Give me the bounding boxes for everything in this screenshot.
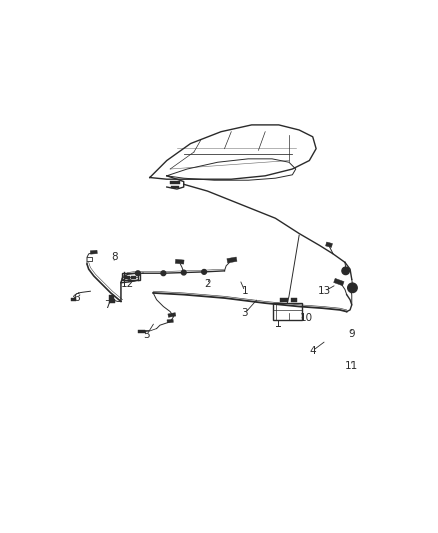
Text: 7: 7: [104, 300, 111, 310]
Polygon shape: [167, 319, 173, 323]
Polygon shape: [131, 276, 136, 279]
Polygon shape: [71, 297, 76, 301]
Text: 13: 13: [318, 286, 331, 296]
Polygon shape: [125, 276, 130, 279]
Bar: [273, 303, 302, 320]
Circle shape: [202, 270, 206, 274]
Polygon shape: [90, 250, 97, 254]
Text: 1: 1: [241, 286, 248, 296]
Polygon shape: [138, 330, 145, 334]
Polygon shape: [171, 185, 180, 188]
Circle shape: [348, 283, 357, 293]
Polygon shape: [325, 242, 332, 247]
Text: 5: 5: [143, 330, 150, 341]
Bar: [122, 273, 141, 280]
Text: 11: 11: [345, 361, 358, 371]
Polygon shape: [291, 298, 297, 302]
Circle shape: [181, 270, 186, 275]
Text: 4: 4: [309, 345, 316, 356]
Text: 8: 8: [111, 252, 117, 262]
Polygon shape: [109, 295, 114, 298]
Text: 2: 2: [204, 279, 211, 289]
Polygon shape: [175, 259, 184, 264]
Circle shape: [342, 267, 350, 274]
Polygon shape: [168, 313, 176, 317]
Circle shape: [135, 271, 140, 276]
Polygon shape: [279, 298, 288, 302]
Text: 3: 3: [241, 308, 248, 318]
Polygon shape: [227, 257, 237, 263]
Polygon shape: [170, 181, 180, 184]
Polygon shape: [109, 299, 115, 303]
Polygon shape: [334, 278, 344, 286]
Text: 6: 6: [74, 293, 80, 303]
Text: 12: 12: [121, 279, 134, 289]
Text: 9: 9: [349, 329, 355, 338]
Circle shape: [161, 271, 166, 276]
Text: 10: 10: [300, 313, 312, 324]
